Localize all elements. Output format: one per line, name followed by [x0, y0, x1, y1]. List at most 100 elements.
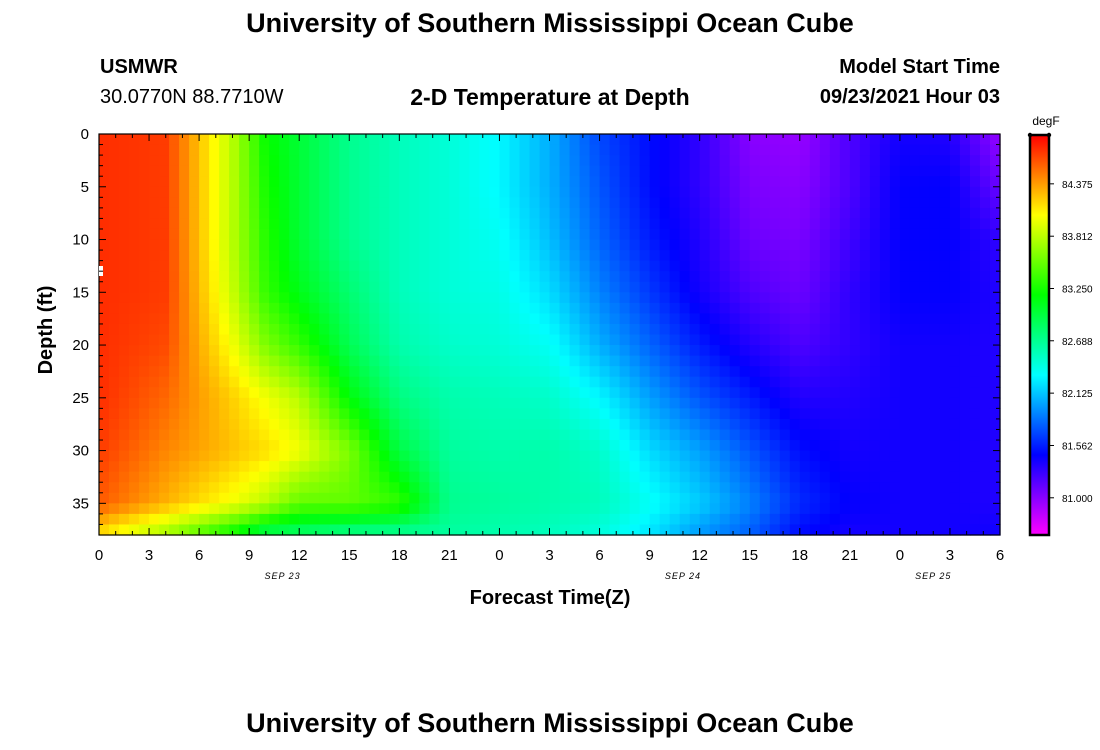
heatmap-cell: [779, 155, 791, 167]
heatmap-cell: [469, 186, 481, 198]
heatmap-cell: [679, 207, 691, 220]
heatmap-cell: [619, 250, 631, 262]
heatmap-cell: [679, 334, 691, 346]
heatmap-cell: [819, 186, 831, 198]
heatmap-cell: [199, 482, 210, 494]
heatmap-cell: [409, 461, 420, 473]
heatmap-cell: [459, 440, 471, 452]
heatmap-cell: [749, 207, 761, 220]
heatmap-cell: [789, 397, 801, 409]
heatmap-cell: [359, 355, 370, 367]
heatmap-cell: [389, 376, 400, 388]
heatmap-cell: [379, 292, 390, 304]
heatmap-cell: [259, 471, 270, 483]
heatmap-cell: [709, 461, 721, 473]
heatmap-cell: [569, 207, 581, 220]
heatmap-cell: [709, 313, 721, 325]
x-tick-label: 15: [741, 547, 758, 564]
heatmap-cell: [429, 471, 440, 483]
heatmap-cell: [579, 513, 591, 526]
heatmap-cell: [389, 503, 400, 515]
heatmap-cell: [439, 450, 450, 462]
heatmap-cell: [569, 313, 581, 325]
heatmap-cell: [769, 250, 781, 262]
heatmap-cell: [549, 144, 561, 156]
heatmap-cell: [379, 387, 390, 399]
heatmap-cell: [129, 271, 140, 283]
heatmap-cell: [99, 186, 110, 198]
heatmap-cell: [229, 176, 240, 188]
heatmap-cell: [669, 134, 681, 146]
heatmap-cell: [979, 271, 991, 283]
heatmap-cell: [209, 176, 220, 188]
heatmap-cell: [889, 429, 901, 441]
heatmap-cell: [409, 250, 420, 262]
heatmap-cell: [799, 461, 811, 473]
heatmap-cell: [769, 408, 781, 420]
heatmap-cell: [949, 313, 961, 325]
heatmap-cell: [259, 418, 270, 431]
heatmap-cell: [289, 482, 300, 494]
heatmap-cell: [859, 218, 871, 230]
heatmap-cell: [279, 155, 290, 167]
heatmap-cell: [679, 260, 691, 272]
heatmap-cell: [189, 239, 200, 251]
heatmap-cell: [429, 461, 440, 473]
heatmap-cell: [839, 366, 851, 378]
heatmap-cell: [889, 418, 901, 431]
heatmap-cell: [989, 250, 1001, 262]
heatmap-cell: [889, 155, 901, 167]
heatmap-cell: [829, 503, 841, 515]
heatmap-cell: [839, 218, 851, 230]
heatmap-cell: [489, 239, 501, 251]
heatmap-cell: [679, 292, 691, 304]
heatmap-cell: [419, 271, 430, 283]
heatmap-cell: [679, 440, 691, 452]
heatmap-cell: [219, 197, 230, 209]
heatmap-cell: [589, 418, 601, 431]
heatmap-cell: [489, 228, 501, 241]
heatmap-cell: [109, 418, 120, 431]
heatmap-cell: [239, 292, 250, 304]
heatmap-cell: [229, 250, 240, 262]
heatmap-cell: [209, 397, 220, 409]
heatmap-cell: [499, 144, 511, 156]
heatmap-cell: [559, 376, 571, 388]
heatmap-cell: [839, 440, 851, 452]
heatmap-cell: [219, 492, 230, 504]
heatmap-cell: [379, 302, 390, 314]
heatmap-cell: [579, 503, 591, 515]
heatmap-cell: [499, 524, 511, 536]
heatmap-cell: [749, 281, 761, 293]
heatmap-cell: [569, 429, 581, 441]
heatmap-cell: [569, 165, 581, 177]
heatmap-cell: [859, 355, 871, 367]
heatmap-cell: [789, 418, 801, 431]
heatmap-cell: [229, 207, 240, 220]
heatmap-cell: [139, 524, 150, 536]
heatmap-cell: [919, 461, 931, 473]
heatmap-cell: [269, 345, 280, 357]
heatmap-cell: [479, 155, 491, 167]
heatmap-cell: [749, 482, 761, 494]
heatmap-cell: [359, 155, 370, 167]
heatmap-cell: [749, 450, 761, 462]
heatmap-cell: [449, 144, 460, 156]
heatmap-cell: [119, 408, 130, 420]
heatmap-cell: [489, 397, 501, 409]
heatmap-cell: [129, 155, 140, 167]
heatmap-cell: [449, 450, 460, 462]
heatmap-cell: [299, 408, 310, 420]
heatmap-cell: [339, 355, 350, 367]
heatmap-cell: [109, 176, 120, 188]
heatmap-cell: [659, 513, 671, 526]
heatmap-cell: [979, 440, 991, 452]
heatmap-cell: [459, 387, 471, 399]
heatmap-cell: [239, 271, 250, 283]
heatmap-cell: [889, 260, 901, 272]
heatmap-cell: [759, 292, 771, 304]
heatmap-cell: [729, 207, 741, 220]
heatmap-cell: [879, 345, 891, 357]
heatmap-cell: [769, 228, 781, 241]
